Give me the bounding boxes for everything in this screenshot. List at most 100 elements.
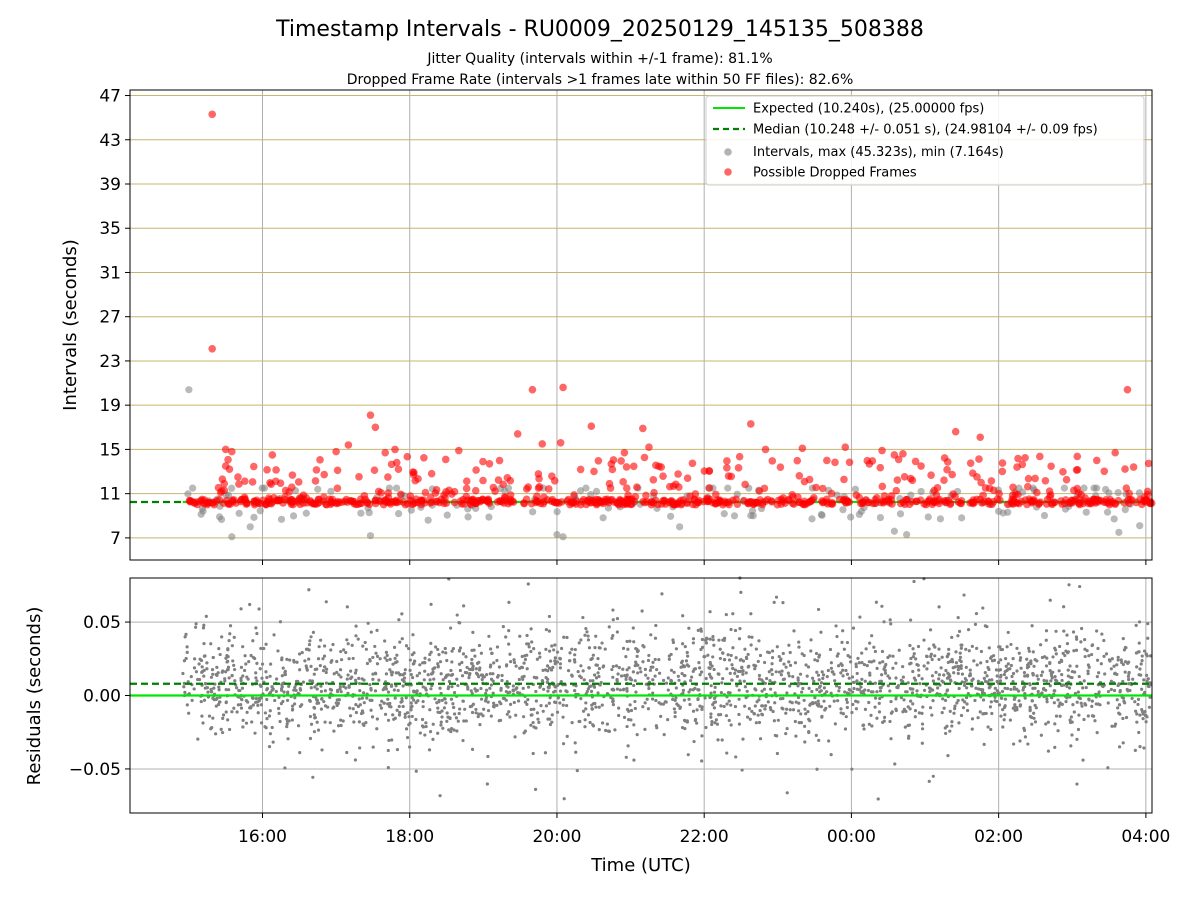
- residual-point: [1039, 643, 1042, 646]
- residual-point: [513, 701, 516, 704]
- residual-point: [703, 696, 706, 699]
- residual-point: [522, 687, 525, 690]
- residual-point: [901, 665, 904, 668]
- residual-point: [256, 704, 259, 707]
- residual-point: [191, 699, 194, 702]
- residual-point: [804, 663, 807, 666]
- dropped-frame-point: [194, 501, 202, 509]
- residual-point: [405, 644, 408, 647]
- residual-point: [1110, 688, 1113, 691]
- residual-point: [839, 707, 842, 710]
- residual-point: [712, 638, 715, 641]
- residual-point: [444, 647, 447, 650]
- residual-point: [371, 715, 374, 718]
- residual-point: [612, 699, 615, 702]
- residual-point: [932, 679, 935, 682]
- dropped-frame-point: [1042, 477, 1050, 485]
- residual-point: [721, 652, 724, 655]
- residual-point: [777, 719, 780, 722]
- residual-point: [462, 652, 465, 655]
- dropped-frame-point: [372, 496, 380, 504]
- residual-point: [981, 712, 984, 715]
- residual-point: [667, 676, 670, 679]
- residual-point: [376, 655, 379, 658]
- residual-point: [792, 708, 795, 711]
- dropped-frame-point: [463, 477, 471, 485]
- residual-point: [755, 721, 758, 724]
- residual-point: [941, 697, 944, 700]
- residual-point: [1009, 643, 1012, 646]
- residual-point: [807, 730, 810, 733]
- residual-point: [319, 685, 322, 688]
- residual-point: [625, 725, 628, 728]
- residual-point: [400, 612, 403, 615]
- residual-point: [593, 673, 596, 676]
- residual-point: [325, 671, 328, 674]
- residual-point: [362, 691, 365, 694]
- residual-point: [880, 605, 883, 608]
- residual-point: [990, 655, 993, 658]
- residual-point: [329, 648, 332, 651]
- dropped-frame-point: [551, 477, 559, 485]
- dropped-frame-point: [621, 449, 629, 457]
- dropped-frame-point: [407, 492, 415, 500]
- residual-point: [342, 685, 345, 688]
- residual-point: [670, 669, 673, 672]
- residual-point: [817, 655, 820, 658]
- residual-point: [231, 644, 234, 647]
- residual-point: [642, 645, 645, 648]
- residual-point: [851, 703, 854, 706]
- residual-point: [410, 673, 413, 676]
- residual-point: [697, 629, 700, 632]
- residual-point: [686, 720, 689, 723]
- residual-point: [778, 670, 781, 673]
- residual-point: [878, 710, 881, 713]
- dropped-frame-point: [385, 494, 393, 502]
- residual-point: [293, 660, 296, 663]
- residual-point: [596, 671, 599, 674]
- residual-point: [1012, 657, 1015, 660]
- dropped-frame-point: [320, 493, 328, 501]
- residual-point: [316, 721, 319, 724]
- dropped-frame-point: [334, 485, 342, 493]
- residual-point: [345, 638, 348, 641]
- residual-point: [644, 701, 647, 704]
- residual-point: [981, 688, 984, 691]
- residual-point: [850, 768, 853, 771]
- dropped-frame-point: [377, 489, 385, 497]
- residual-point: [1143, 691, 1146, 694]
- residual-point: [616, 617, 619, 620]
- residual-point: [677, 704, 680, 707]
- residual-point: [1087, 698, 1090, 701]
- residual-point: [505, 699, 508, 702]
- residual-point: [771, 673, 774, 676]
- residual-point: [1030, 624, 1033, 627]
- residual-point: [1122, 741, 1125, 744]
- residual-point: [211, 717, 214, 720]
- residual-point: [725, 613, 728, 616]
- dropped-frame-point: [402, 501, 410, 509]
- residual-point: [716, 723, 719, 726]
- dropped-frame-point: [723, 464, 731, 472]
- residual-point: [450, 685, 453, 688]
- residual-point: [815, 671, 818, 674]
- residual-point: [485, 689, 488, 692]
- residual-point: [1085, 686, 1088, 689]
- residual-point: [245, 675, 248, 678]
- residual-point: [1030, 723, 1033, 726]
- residual-point: [194, 626, 197, 629]
- residual-point: [218, 688, 221, 691]
- residual-point: [361, 645, 364, 648]
- residual-point: [246, 700, 249, 703]
- dropped-frame-point: [940, 476, 948, 484]
- residual-point: [394, 657, 397, 660]
- residual-point: [470, 705, 473, 708]
- residual-point: [844, 669, 847, 672]
- residual-point: [740, 666, 743, 669]
- residual-point: [957, 616, 960, 619]
- interval-point: [749, 507, 756, 514]
- residual-point: [283, 766, 286, 769]
- residual-point: [209, 727, 212, 730]
- residual-point: [1066, 642, 1069, 645]
- residual-point: [347, 657, 350, 660]
